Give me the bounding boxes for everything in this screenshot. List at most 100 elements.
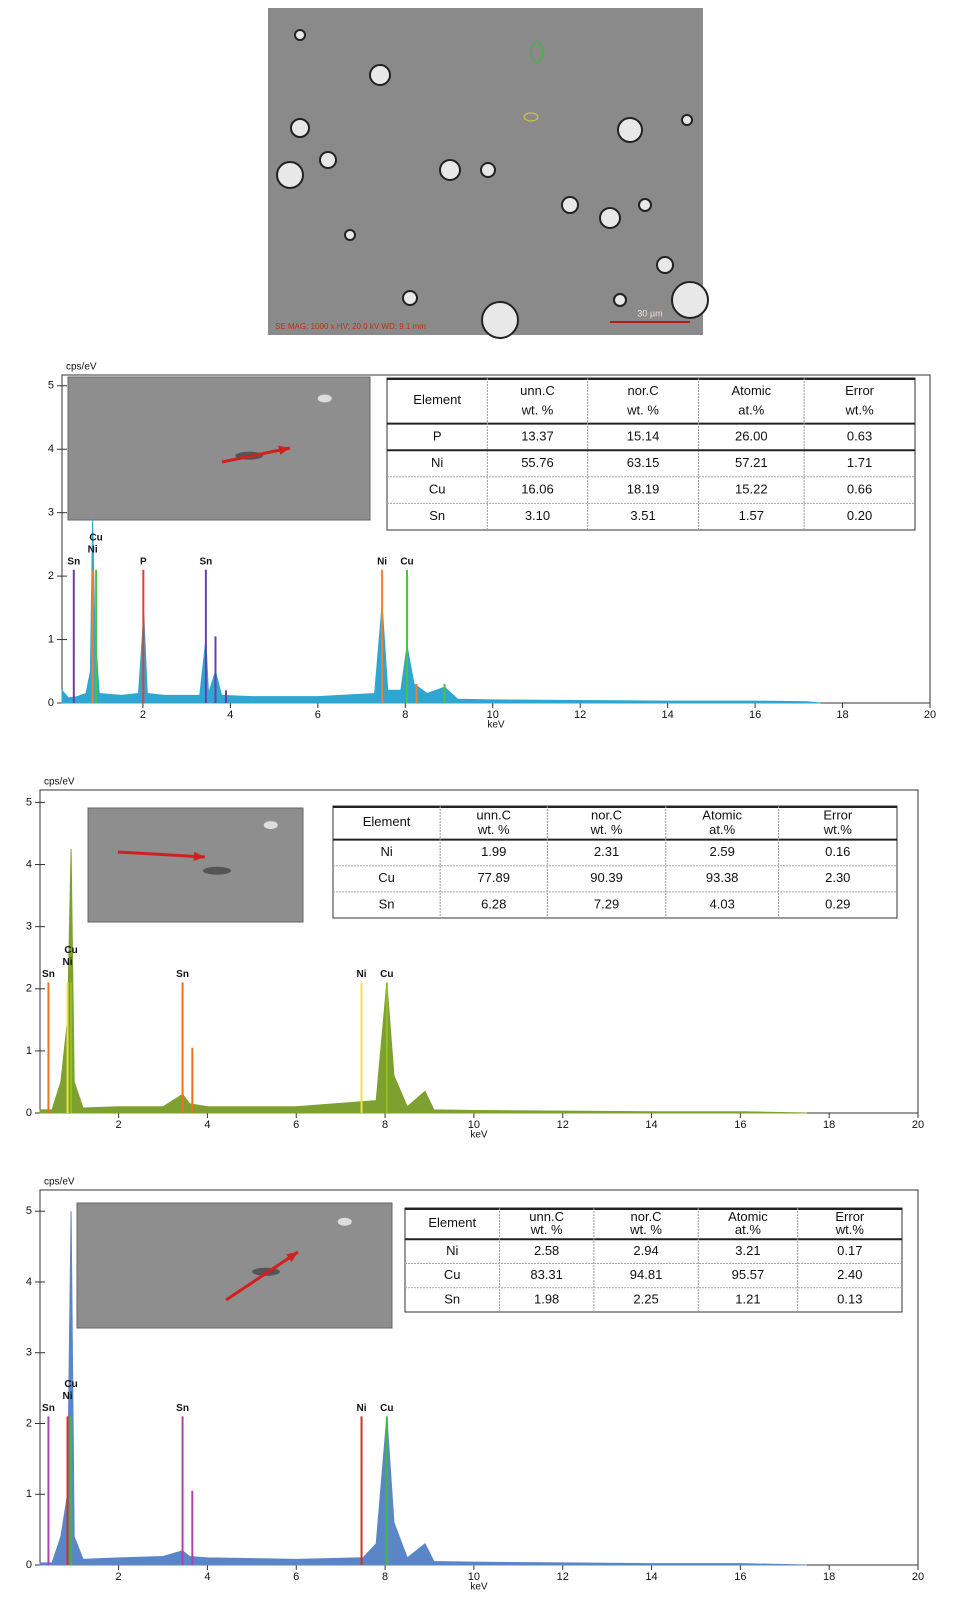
table-cell: Cu xyxy=(444,1267,461,1282)
table-subheader: wt. % xyxy=(530,1222,563,1237)
table-cell: 1.57 xyxy=(739,508,764,523)
peak-label: Ni xyxy=(63,1391,73,1402)
table-cell: 57.21 xyxy=(735,455,768,470)
x-tick-label: 2 xyxy=(116,1119,122,1131)
inset-arrowhead xyxy=(286,1252,298,1263)
table-cell: 1.98 xyxy=(534,1291,559,1306)
y-tick-label: 5 xyxy=(26,796,32,808)
y-tick-label: 1 xyxy=(26,1045,32,1057)
x-tick-label: 4 xyxy=(227,709,233,721)
x-axis-label: keV xyxy=(470,1130,488,1141)
y-tick-label: 2 xyxy=(48,570,54,582)
table-header: Error xyxy=(835,1209,865,1224)
x-tick-label: 20 xyxy=(912,1571,924,1583)
table-cell: 3.51 xyxy=(630,508,655,523)
table-frame xyxy=(332,805,898,919)
table-frame xyxy=(386,377,916,531)
table-cell: 1.71 xyxy=(847,455,872,470)
table-cell: 1.99 xyxy=(481,844,506,859)
sem-marker xyxy=(523,112,539,122)
table-cell: 0.63 xyxy=(847,428,872,443)
x-tick-label: 4 xyxy=(204,1571,210,1583)
x-tick-label: 18 xyxy=(823,1571,835,1583)
table-cell: 2.25 xyxy=(633,1291,658,1306)
sem-image: SE MAG: 1000 x HV: 20.0 kV WD: 9.1 mm 30… xyxy=(268,8,709,339)
table-cell: Ni xyxy=(380,844,392,859)
table-subheader: wt. % xyxy=(477,822,510,837)
peak-label: Cu xyxy=(64,1379,77,1390)
x-tick-label: 16 xyxy=(749,709,761,721)
table-cell: 2.40 xyxy=(837,1267,862,1282)
table-cell: 2.31 xyxy=(594,844,619,859)
x-tick-label: 18 xyxy=(836,709,848,721)
peak-label: Sn xyxy=(176,1403,189,1414)
x-tick-label: 20 xyxy=(912,1119,924,1131)
table-cell: 3.10 xyxy=(525,508,550,523)
x-tick-label: 12 xyxy=(574,709,586,721)
x-tick-label: 10 xyxy=(468,1571,480,1583)
y-axis-label: cps/eV xyxy=(66,362,97,373)
inset-particle xyxy=(317,394,332,403)
y-tick-label: 2 xyxy=(26,983,32,995)
table-subheader: wt. % xyxy=(521,403,554,418)
inset-particle xyxy=(263,821,278,830)
table-cell: Ni xyxy=(446,1243,458,1258)
y-tick-label: 0 xyxy=(48,697,54,709)
x-axis-label: keV xyxy=(470,1582,488,1593)
peak-label: Sn xyxy=(67,556,80,567)
table-subheader: wt. % xyxy=(590,822,623,837)
inset-particle xyxy=(337,1217,352,1226)
table-cell: 90.39 xyxy=(590,870,623,885)
table-header: unn.C xyxy=(520,383,555,398)
y-tick-label: 4 xyxy=(48,443,54,455)
table-header: Element xyxy=(363,814,411,829)
x-tick-label: 6 xyxy=(293,1119,299,1131)
x-tick-label: 6 xyxy=(293,1571,299,1583)
peak-label: Cu xyxy=(400,556,413,567)
x-tick-label: 12 xyxy=(557,1571,569,1583)
x-tick-label: 16 xyxy=(734,1119,746,1131)
table-header: Atomic xyxy=(731,383,771,398)
table-cell: 93.38 xyxy=(706,870,739,885)
x-tick-label: 8 xyxy=(402,709,408,721)
table-cell: 63.15 xyxy=(627,455,660,470)
x-tick-label: 6 xyxy=(315,709,321,721)
table-header: nor.C xyxy=(628,383,659,398)
y-axis-label: cps/eV xyxy=(44,1177,75,1188)
table-cell: 0.13 xyxy=(837,1291,862,1306)
spectrum-area xyxy=(61,519,821,704)
x-tick-label: 2 xyxy=(140,709,146,721)
table-header: nor.C xyxy=(591,808,622,823)
peak-label: Cu xyxy=(380,969,393,980)
table-cell: 7.29 xyxy=(594,896,619,911)
peak-label: Cu xyxy=(64,945,77,956)
table-cell: Sn xyxy=(379,896,395,911)
x-tick-label: 14 xyxy=(645,1119,657,1131)
sem-particles xyxy=(276,29,709,339)
table-subheader: wt.% xyxy=(844,403,874,418)
y-tick-label: 4 xyxy=(26,1276,32,1288)
y-tick-label: 0 xyxy=(26,1559,32,1571)
peak-label: Sn xyxy=(176,969,189,980)
x-tick-label: 16 xyxy=(734,1571,746,1583)
y-tick-label: 2 xyxy=(26,1417,32,1429)
table-cell: P xyxy=(433,428,442,443)
table-cell: Cu xyxy=(378,870,395,885)
table-header: Element xyxy=(428,1215,476,1230)
table-cell: 77.89 xyxy=(477,870,510,885)
x-tick-label: 20 xyxy=(924,709,936,721)
table-header: Error xyxy=(823,808,853,823)
table-cell: 2.58 xyxy=(534,1243,559,1258)
inset-arrowhead xyxy=(278,445,290,455)
table-cell: 6.28 xyxy=(481,896,506,911)
table-header: Element xyxy=(413,392,461,407)
table-cell: 13.37 xyxy=(521,428,554,443)
x-axis-label: keV xyxy=(487,720,505,731)
x-tick-label: 14 xyxy=(662,709,674,721)
table-cell: 4.03 xyxy=(710,896,735,911)
x-tick-label: 8 xyxy=(382,1119,388,1131)
peak-label: Ni xyxy=(88,544,98,555)
peak-label: Cu xyxy=(380,1403,393,1414)
table-frame xyxy=(404,1207,903,1313)
